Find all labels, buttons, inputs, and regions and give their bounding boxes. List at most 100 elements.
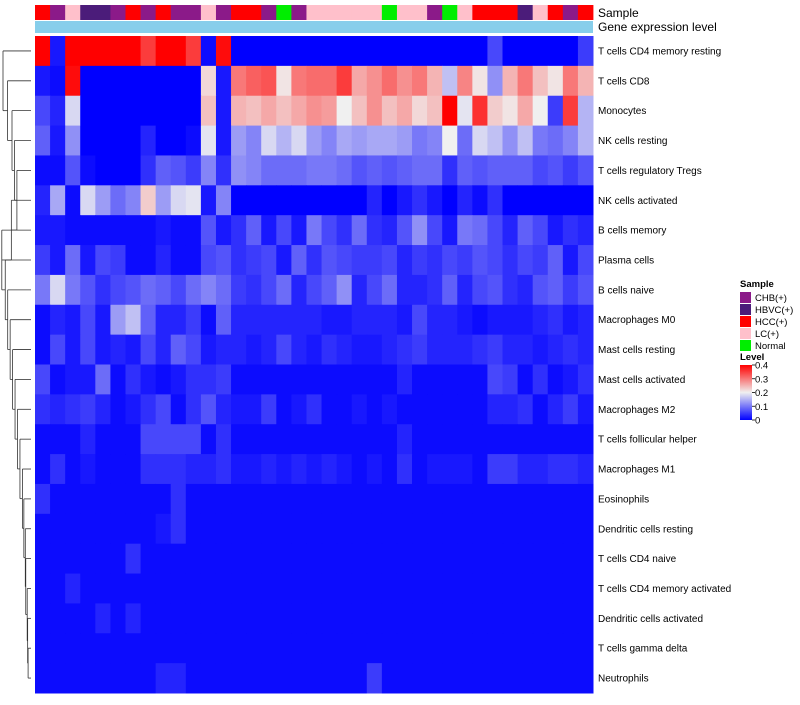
heatmap-cell [427,364,443,395]
heatmap-cell [547,663,564,694]
row-label: T cells follicular helper [598,435,697,446]
gene-expression-annotation-bar [35,21,593,33]
heatmap-cell [80,364,96,395]
heatmap-cell [321,65,338,97]
heatmap-cell [125,36,142,67]
heatmap-cell [532,125,549,156]
heatmap-cell [442,334,458,365]
heatmap-cell [170,95,187,127]
heatmap-cell [261,543,277,575]
heatmap-cell [215,364,232,395]
heatmap-cell [170,334,187,365]
heatmap-cell [155,633,172,664]
row-label: Dendritic cells resting [598,524,693,535]
heatmap-cell [110,633,126,664]
heatmap-cell [110,513,126,545]
heatmap-cell [50,603,66,634]
heatmap-cell [231,483,247,515]
heatmap-cell [472,36,488,67]
heatmap-cell [95,424,111,455]
heatmap-cell [35,513,51,545]
heatmap-cell [65,603,81,634]
heatmap-cell [412,543,428,575]
heatmap-cell [276,95,292,127]
heatmap-cell [547,274,564,306]
heatmap-cell [487,454,504,485]
heatmap-cell [547,36,564,67]
heatmap-cell [80,394,96,425]
heatmap-cell [246,95,262,127]
heatmap-cell [110,245,126,276]
heatmap-cell [517,663,534,694]
heatmap-cell [200,633,217,664]
heatmap-cell [351,603,368,634]
heatmap-cell [427,543,443,575]
heatmap-cell [457,215,473,246]
heatmap-cell [472,304,488,336]
heatmap-cell [140,155,157,186]
heatmap-cell [306,394,323,425]
sample-annotation-cell [291,5,307,20]
heatmap-cell [215,603,232,634]
heatmap-cell [261,424,277,455]
heatmap-cell [381,513,398,545]
heatmap-cell [185,543,202,575]
heatmap-cell [532,274,549,306]
row-label: NK cells resting [598,136,667,147]
heatmap-cell [396,573,413,604]
heatmap-cell [200,543,217,575]
heatmap-cell [110,215,126,246]
heatmap-cell [110,483,126,515]
heatmap-cell [170,36,187,67]
heatmap-cell [50,364,66,395]
heatmap-cell [95,155,111,186]
heatmap-cell [95,543,111,575]
heatmap-cell [110,394,126,425]
heatmap-cell [80,215,96,246]
heatmap-cell [110,603,126,634]
heatmap-cell [427,65,443,97]
heatmap-cell [276,454,292,485]
heatmap-cell [562,394,579,425]
heatmap-cell [65,304,81,336]
heatmap-cell [472,603,488,634]
heatmap-cell [155,573,172,604]
heatmap-cell [442,155,458,186]
heatmap-cell [80,454,96,485]
heatmap-cell [472,573,488,604]
heatmap-cell [366,483,383,515]
heatmap-cell [231,513,247,545]
heatmap-cell [457,424,473,455]
heatmap-cell [95,185,111,216]
heatmap-cell [577,394,594,425]
heatmap-cell [517,36,534,67]
heatmap-cell [291,334,307,365]
heatmap-cell [442,36,458,67]
heatmap-cell [140,245,157,276]
heatmap-cell [396,454,413,485]
heatmap-cell [412,215,428,246]
heatmap-cell [351,245,368,276]
heatmap-cell [215,304,232,336]
row-label: Dendritic cells activated [598,614,703,625]
heatmap-cell [532,215,549,246]
row-dendrogram [1,50,31,679]
heatmap-cell [50,394,66,425]
heatmap-cell [125,185,142,216]
heatmap-cell [336,274,353,306]
row-label: Mast cells resting [598,345,675,356]
row-label: Plasma cells [598,255,654,266]
row-label: Macrophages M0 [598,315,676,326]
row-label: T cells CD4 memory activated [598,584,731,595]
heatmap-cell [532,36,549,67]
heatmap-cell [276,215,292,246]
heatmap-cell [366,633,383,664]
heatmap-cell [246,364,262,395]
sample-annotation-cell [231,5,247,20]
heatmap-cell [427,603,443,634]
heatmap-cell [65,95,81,127]
heatmap-cell [487,304,504,336]
heatmap-cell [50,513,66,545]
heatmap-cell [231,95,247,127]
heatmap-cell [140,513,157,545]
